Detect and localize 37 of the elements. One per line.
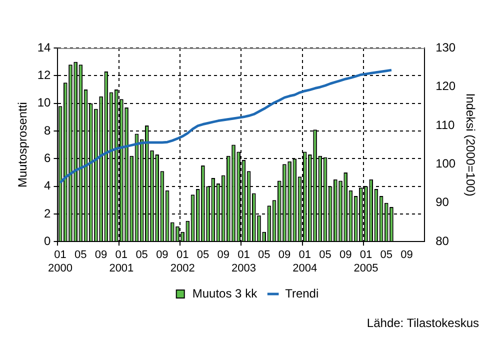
y2-tick-label: 130 <box>436 40 456 54</box>
x-tick-label: 05 <box>74 249 87 262</box>
x-tick-label: 09 <box>94 249 108 262</box>
legend-label: Trendi <box>285 286 319 300</box>
legend-label: Muutos 3 kk <box>192 286 258 300</box>
x-tick-label: 01 2003 <box>231 249 256 274</box>
y-axis-title: Muutosprosentti <box>16 102 30 188</box>
y2-tick-label: 80 <box>436 234 450 248</box>
x-tick-label: 09 <box>400 249 413 262</box>
x-tick-label: 09 <box>278 249 291 262</box>
y-tick-label: 4 <box>44 178 52 193</box>
y-tick-label: 10 <box>37 96 52 110</box>
x-tick-label: 09 <box>217 249 230 262</box>
y-tick-label: 2 <box>44 206 52 220</box>
x-tick-label: 05 <box>258 249 270 262</box>
x-tick-label: 01 2002 <box>170 249 195 274</box>
x-tick-label: 05 <box>380 249 392 262</box>
y-tick-label: 12 <box>37 68 52 82</box>
x-tick-label: 01 2004 <box>292 249 318 274</box>
x-tick-label: 09 <box>339 249 352 262</box>
y-tick-label: 14 <box>37 40 52 54</box>
y2-tick-label: 100 <box>436 156 456 170</box>
y2-tick-label: 110 <box>436 118 456 132</box>
x-tick-label: 05 <box>319 249 332 262</box>
y-tick-label: 0 <box>44 234 52 248</box>
x-tick-label: 01 2005 <box>354 249 378 274</box>
y2-tick-label: 90 <box>436 195 450 210</box>
x-tick-label: 01 2001 <box>109 249 134 274</box>
y-tick-label: 8 <box>44 123 52 138</box>
y2-axis-title: Indeksi (2000=100) <box>463 93 478 196</box>
text: Lähde: Tilastokeskus <box>366 316 480 330</box>
y2-tick-label: 120 <box>436 79 456 94</box>
x-tick-label: 09 <box>156 249 168 262</box>
x-tick-label: 01 2000 <box>48 249 73 274</box>
y-tick-label: 6 <box>44 150 52 165</box>
x-tick-label: 05 <box>136 249 148 262</box>
x-tick-label: 05 <box>196 249 210 262</box>
